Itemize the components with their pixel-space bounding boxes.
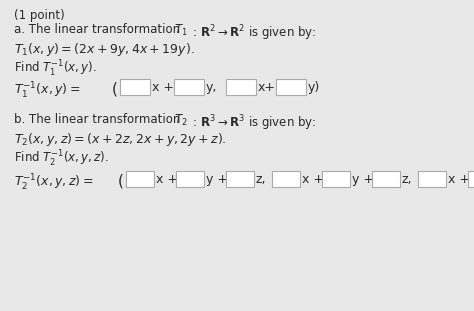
- FancyBboxPatch shape: [176, 171, 204, 187]
- FancyBboxPatch shape: [468, 171, 474, 187]
- FancyBboxPatch shape: [226, 79, 256, 95]
- Text: $T_1^{-1}(x, y) =$: $T_1^{-1}(x, y) =$: [14, 81, 81, 101]
- FancyBboxPatch shape: [276, 79, 306, 95]
- Text: $T_2$: $T_2$: [174, 113, 188, 128]
- FancyBboxPatch shape: [272, 171, 300, 187]
- FancyBboxPatch shape: [372, 171, 400, 187]
- Text: : $\mathbf{R}^2 \rightarrow \mathbf{R}^2$ is given by:: : $\mathbf{R}^2 \rightarrow \mathbf{R}^2…: [189, 23, 316, 43]
- FancyBboxPatch shape: [120, 79, 150, 95]
- Text: (: (: [112, 81, 118, 96]
- Text: (: (: [118, 173, 124, 188]
- Text: $T_1(x, y) = (2x + 9y, 4x + 19y).$: $T_1(x, y) = (2x + 9y, 4x + 19y).$: [14, 41, 195, 58]
- Text: x +: x +: [448, 173, 470, 186]
- Text: Find $T_2^{-1}(x, y, z).$: Find $T_2^{-1}(x, y, z).$: [14, 149, 109, 169]
- Text: x+: x+: [258, 81, 276, 94]
- FancyBboxPatch shape: [174, 79, 204, 95]
- Text: z,: z,: [402, 173, 412, 186]
- Text: $T_2(x, y, z) = (x + 2z, 2x + y, 2y + z).$: $T_2(x, y, z) = (x + 2z, 2x + y, 2y + z)…: [14, 131, 227, 148]
- FancyBboxPatch shape: [418, 171, 446, 187]
- FancyBboxPatch shape: [226, 171, 254, 187]
- Text: z,: z,: [256, 173, 266, 186]
- FancyBboxPatch shape: [126, 171, 154, 187]
- Text: x +: x +: [152, 81, 174, 94]
- Text: y +: y +: [352, 173, 374, 186]
- Text: (1 point): (1 point): [14, 9, 65, 22]
- Text: $T_1$: $T_1$: [174, 23, 188, 38]
- Text: x +: x +: [302, 173, 324, 186]
- Text: Find $T_1^{-1}(x, y).$: Find $T_1^{-1}(x, y).$: [14, 59, 97, 79]
- FancyBboxPatch shape: [322, 171, 350, 187]
- Text: $T_2^{-1}(x, y, z) =$: $T_2^{-1}(x, y, z) =$: [14, 173, 93, 193]
- Text: : $\mathbf{R}^3 \rightarrow \mathbf{R}^3$ is given by:: : $\mathbf{R}^3 \rightarrow \mathbf{R}^3…: [189, 113, 316, 132]
- Text: y): y): [308, 81, 320, 94]
- Text: a. The linear transformation: a. The linear transformation: [14, 23, 184, 36]
- Text: x +: x +: [156, 173, 178, 186]
- Text: y,: y,: [206, 81, 218, 94]
- Text: b. The linear transformation: b. The linear transformation: [14, 113, 184, 126]
- Text: y +: y +: [206, 173, 228, 186]
